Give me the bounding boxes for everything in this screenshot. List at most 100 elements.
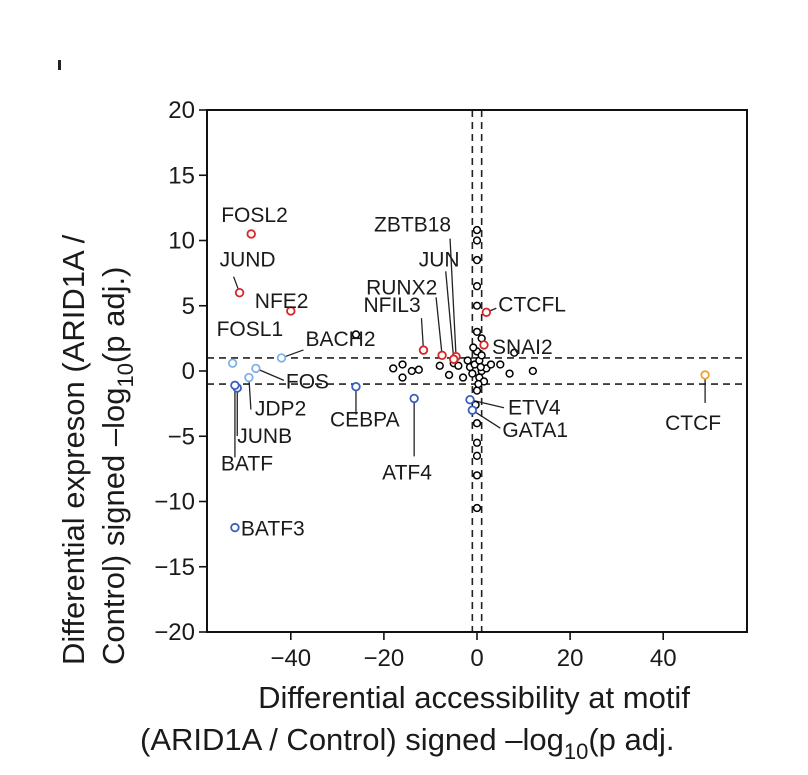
data-point bbox=[472, 225, 482, 235]
leader-line-jdp2 bbox=[248, 377, 252, 410]
data-point-ctcf bbox=[700, 370, 710, 380]
data-point bbox=[435, 361, 444, 370]
x-axis-title-sub: 10 bbox=[564, 739, 588, 764]
data-point bbox=[528, 366, 538, 376]
x-tick-label: 40 bbox=[650, 645, 677, 672]
data-point bbox=[414, 365, 423, 374]
y-tick-label: 10 bbox=[168, 228, 195, 255]
x-tick-label: 20 bbox=[557, 645, 584, 672]
data-point-etv4 bbox=[465, 395, 475, 405]
data-point bbox=[472, 301, 482, 310]
data-point-cebpa bbox=[351, 381, 361, 392]
axis-ticks: −40 −20 0 20 40 −20 −15 −10 −5 0 5 10 15 20 bbox=[154, 97, 676, 672]
data-point bbox=[389, 364, 398, 373]
gene-label-bach2: BACH2 bbox=[305, 328, 375, 351]
data-point-atf4 bbox=[409, 393, 419, 404]
data-point bbox=[472, 282, 482, 291]
data-point bbox=[458, 373, 468, 382]
gene-label-snai2: SNAI2 bbox=[492, 336, 553, 359]
data-point bbox=[486, 360, 496, 369]
data-point bbox=[469, 343, 478, 352]
data-point bbox=[454, 361, 463, 370]
gene-labels: FOSL2 JUND NFE2 FOSL1 BACH2 FOS JDP2 JUNB BATF BA… bbox=[217, 204, 722, 541]
data-point-ctcfl bbox=[481, 307, 492, 317]
gene-label-jdp2: JDP2 bbox=[255, 398, 306, 421]
leader-line-runx2 bbox=[435, 297, 443, 356]
data-point bbox=[351, 330, 361, 339]
x-tick-label: −20 bbox=[364, 645, 405, 672]
gene-label-fosl2: FOSL2 bbox=[221, 204, 288, 227]
data-point-batf bbox=[230, 380, 240, 391]
data-point bbox=[476, 362, 485, 372]
gene-label-cebpa: CEBPA bbox=[330, 409, 400, 432]
leader-line-nfil3 bbox=[420, 318, 425, 351]
data-point-jun bbox=[449, 354, 459, 364]
gene-label-atf4: ATF4 bbox=[382, 461, 432, 484]
gene-label-zbtb18: ZBTB18 bbox=[374, 214, 451, 237]
data-point bbox=[472, 471, 482, 480]
data-point bbox=[407, 366, 416, 376]
gene-label-jund: JUND bbox=[220, 249, 276, 272]
gene-label-fosl1: FOSL1 bbox=[217, 318, 284, 341]
gene-label-junb: JUNB bbox=[237, 425, 292, 448]
y-tick-label: −20 bbox=[154, 619, 195, 646]
corner-tick-mark bbox=[58, 60, 61, 70]
data-point bbox=[510, 348, 519, 357]
data-point-fosl2 bbox=[246, 229, 256, 239]
y-tick-label: 15 bbox=[168, 162, 195, 189]
y-tick-label: 0 bbox=[182, 358, 195, 385]
data-point bbox=[472, 327, 482, 337]
data-point-batf3 bbox=[230, 522, 240, 533]
data-point-jund bbox=[234, 288, 245, 298]
y-axis-title-line1: Differential expreson (ARID1A / bbox=[56, 234, 91, 665]
data-point-gata1 bbox=[467, 405, 478, 415]
gene-label-jun: JUN bbox=[419, 248, 460, 271]
data-point-runx2 bbox=[437, 350, 447, 361]
y-axis-title-tail: (p adj.) bbox=[96, 267, 131, 363]
leader-line-gata1 bbox=[471, 409, 501, 429]
y-axis-title-line2: Control) signed –log10(p adj.) bbox=[96, 267, 138, 665]
gene-label-etv4: ETV4 bbox=[508, 397, 561, 420]
data-point-nfil3 bbox=[418, 345, 429, 355]
data-point-snai2 bbox=[479, 340, 489, 350]
x-tick-label: −40 bbox=[270, 645, 311, 672]
y-tick-label: −15 bbox=[154, 554, 195, 581]
data-point bbox=[477, 351, 486, 360]
data-point-fosl1 bbox=[227, 358, 238, 368]
data-point bbox=[472, 503, 482, 513]
y-tick-label: −5 bbox=[168, 423, 195, 450]
y-tick-label: −10 bbox=[154, 489, 195, 516]
data-point bbox=[444, 370, 454, 380]
data-point-fos bbox=[251, 363, 261, 374]
data-point bbox=[474, 379, 483, 389]
data-point bbox=[472, 386, 482, 395]
x-axis-title-line2: (ARID1A / Control) signed –log10(p adj. bbox=[140, 722, 675, 764]
leader-line-zbtb18 bbox=[449, 238, 457, 357]
leader-line-jun bbox=[445, 271, 455, 360]
data-point bbox=[472, 438, 482, 447]
data-point-nfe2 bbox=[286, 306, 296, 316]
gene-label-fos: FOS bbox=[286, 370, 329, 393]
x-tick-label: 0 bbox=[470, 645, 483, 672]
gene-label-batf: BATF bbox=[221, 452, 273, 475]
x-axis-title-tail: (p adj. bbox=[588, 722, 674, 757]
y-tick-label: 20 bbox=[168, 97, 195, 124]
data-point-bach2 bbox=[276, 353, 287, 363]
data-point-jdp2 bbox=[244, 372, 254, 383]
data-point bbox=[496, 360, 505, 369]
y-axis-title-sub: 10 bbox=[113, 363, 138, 387]
y-tick-label: 5 bbox=[182, 293, 195, 320]
data-point bbox=[472, 236, 482, 245]
data-points bbox=[227, 225, 710, 533]
data-point bbox=[472, 419, 482, 428]
data-point bbox=[472, 255, 482, 265]
x-axis-title-main: (ARID1A / Control) signed –log bbox=[140, 722, 564, 757]
data-point bbox=[398, 360, 407, 369]
gene-label-nfe2: NFE2 bbox=[255, 290, 309, 313]
data-point bbox=[472, 451, 482, 460]
gene-label-gata1: GATA1 bbox=[502, 419, 568, 442]
gene-label-nfil3: NFIL3 bbox=[363, 294, 420, 317]
x-axis-title-line1: Differential accessibility at motif bbox=[258, 680, 690, 715]
data-point bbox=[398, 373, 407, 382]
